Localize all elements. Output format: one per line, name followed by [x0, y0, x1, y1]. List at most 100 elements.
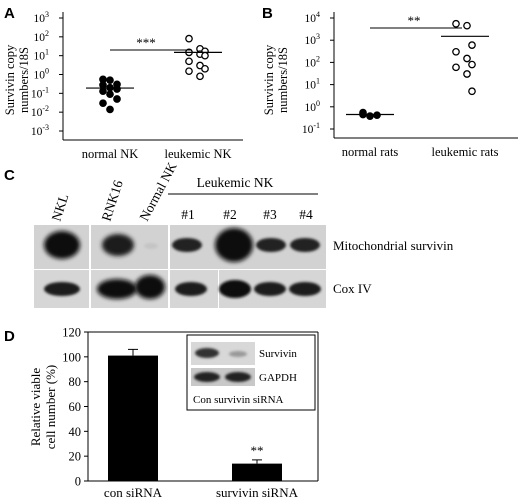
panel-d-ytick-label-2: 40: [69, 425, 82, 439]
panel-a-category-label-0: normal NK: [82, 147, 139, 161]
inset-row-label-1: GAPDH: [259, 372, 297, 384]
panel-a-point-0-1: [106, 76, 114, 85]
panel-b-ytick-label-4: 103: [305, 32, 321, 47]
panel-d-bar-1: [232, 463, 282, 481]
panel-d-ytick-label-3: 60: [69, 400, 82, 414]
band-survivin-4: [290, 238, 320, 252]
panel-d-ytick-label-5: 100: [62, 350, 81, 364]
panel-label-a: A: [4, 5, 15, 22]
band-survivin-3: [256, 238, 286, 252]
band-coxiv-4: [289, 282, 321, 296]
blot-lane-label-1: RNK16: [99, 178, 126, 223]
blot-group-label: Leukemic NK: [197, 175, 274, 190]
panel-d-chart: Relative viable cell number (%) 0 20 40 60 8…: [28, 326, 319, 500]
blot-lane-label-0: NKL: [49, 192, 72, 223]
inset-band-survivin-si: [229, 351, 247, 357]
panel-b-ytick-label-0: 10-1: [302, 121, 320, 136]
panel-b-point-1-2: [468, 41, 476, 49]
panel-b-ytick-label-1: 100: [305, 99, 321, 114]
panel-a-point-1-5: [201, 51, 209, 60]
panel-a-point-1-6: [185, 57, 193, 66]
band-coxiv-1: [175, 282, 207, 296]
panel-a-ytick-label-1: 10-2: [31, 104, 49, 119]
panel-d-category-label-0: con siRNA: [104, 485, 163, 500]
panel-a-point-1-8: [201, 64, 209, 73]
band-survivin-2: [215, 228, 253, 262]
panel-a-point-0-9: [99, 99, 107, 108]
panel-d-ytick-label-0: 0: [75, 475, 81, 489]
inset-strip-survivin: [191, 342, 255, 365]
band-survivin-normal-nk: [144, 243, 158, 249]
panel-b-point-1-3: [452, 47, 460, 56]
blot-lane-label-6: #4: [299, 207, 313, 222]
panel-a-ytick-label-3: 100: [34, 67, 50, 82]
band-survivin-rnk16: [102, 234, 134, 256]
panel-b-ylabel-line2: numbers/18S: [276, 47, 290, 113]
blot-lane-label-2: Normal NK: [136, 160, 179, 224]
panel-b-chart: Survivin copy numbers/18S 10-1 100 101 102 1…: [262, 10, 518, 159]
panel-label-c: C: [4, 167, 15, 184]
panel-d-ylabel-line2: cell number (%): [43, 365, 58, 449]
blot-lane-label-4: #2: [223, 207, 237, 222]
inset-blot: Survivin GAPDH Con survivin siRNA: [186, 334, 316, 411]
panel-b-point-1-4: [463, 54, 471, 63]
panel-a-ylabel-line2: numbers/18S: [17, 47, 31, 113]
panel-a-ytick-label-2: 10-1: [31, 85, 49, 100]
panel-a-ytick-label-6: 103: [34, 10, 50, 25]
panel-b-point-0-1: [366, 112, 374, 120]
panel-d-bar-0: [108, 355, 158, 481]
panel-a-ytick-label-4: 101: [34, 48, 50, 63]
blot-row-label-1: Cox IV: [333, 281, 372, 296]
band-coxiv-2: [219, 280, 251, 298]
panel-b-ytick-label-3: 102: [305, 54, 321, 69]
blot-lane-label-5: #3: [263, 207, 277, 222]
inset-band-gapdh-con: [194, 372, 220, 382]
panel-b-ylabel-line1: Survivin copy: [262, 44, 276, 115]
panel-d-significance-1: **: [251, 443, 264, 458]
panel-b-point-1-8: [468, 87, 476, 96]
blot-lane-label-3: #1: [181, 207, 195, 222]
panel-a-point-0-8: [113, 95, 121, 103]
blot-row-label-0: Mitochondrial survivin: [333, 238, 454, 253]
panel-label-b: B: [262, 5, 273, 22]
panel-a-point-1-10: [196, 72, 204, 81]
panel-a-point-0-10: [106, 105, 114, 114]
panel-b-category-label-0: normal rats: [342, 145, 399, 159]
panel-d-category-label-1: survivin siRNA: [216, 485, 299, 500]
panel-b-point-1-1: [463, 21, 471, 30]
panel-a-point-1-9: [185, 67, 193, 76]
panel-a-ytick-label-0: 10-3: [31, 123, 49, 138]
panel-d-ytick-label-6: 120: [62, 326, 81, 340]
panel-b-point-1-6: [452, 63, 460, 72]
panel-label-d: D: [4, 328, 15, 345]
panel-a-point-1-0: [185, 34, 193, 43]
panel-d-ytick-label-1: 20: [69, 450, 82, 464]
panel-a-point-0-7: [106, 90, 114, 99]
panel-b-significance-label: **: [408, 13, 421, 28]
panel-a-point-0-6: [99, 87, 107, 96]
inset-band-gapdh-si: [225, 372, 251, 382]
panel-b-ytick-label-2: 101: [305, 77, 321, 92]
panel-a-point-0-5: [113, 85, 121, 93]
band-coxiv-rnk16: [97, 279, 137, 299]
panel-a-ylabel-line1: Survivin copy: [3, 44, 17, 115]
band-survivin-1: [172, 238, 202, 252]
band-survivin-nkl: [44, 231, 80, 259]
panel-d-ytick-label-4: 80: [69, 375, 82, 389]
band-coxiv-3: [254, 282, 286, 296]
panel-a-point-0-3: [99, 81, 107, 89]
inset-caption: Con survivin siRNA: [193, 394, 284, 406]
panel-b-point-1-7: [463, 70, 471, 78]
panel-b-point-1-0: [452, 19, 460, 28]
panel-b-point-1-5: [468, 60, 476, 69]
inset-band-survivin-con: [195, 348, 219, 358]
panel-a-chart: Survivin copy numbers/18S 10-3 10-2 10-1 10…: [3, 10, 243, 161]
panel-a-ytick-label-5: 102: [34, 29, 50, 44]
band-coxiv-nkl: [44, 282, 80, 296]
inset-row-label-0: Survivin: [259, 348, 297, 360]
panel-b-ytick-label-5: 104: [305, 10, 321, 25]
panel-b-point-0-2: [373, 111, 381, 120]
panel-c-blot: Leukemic NK NKL RNK16 Normal NK #1 #2 #3 #4 Mi…: [34, 160, 454, 308]
band-coxiv-normal-nk: [135, 275, 165, 299]
